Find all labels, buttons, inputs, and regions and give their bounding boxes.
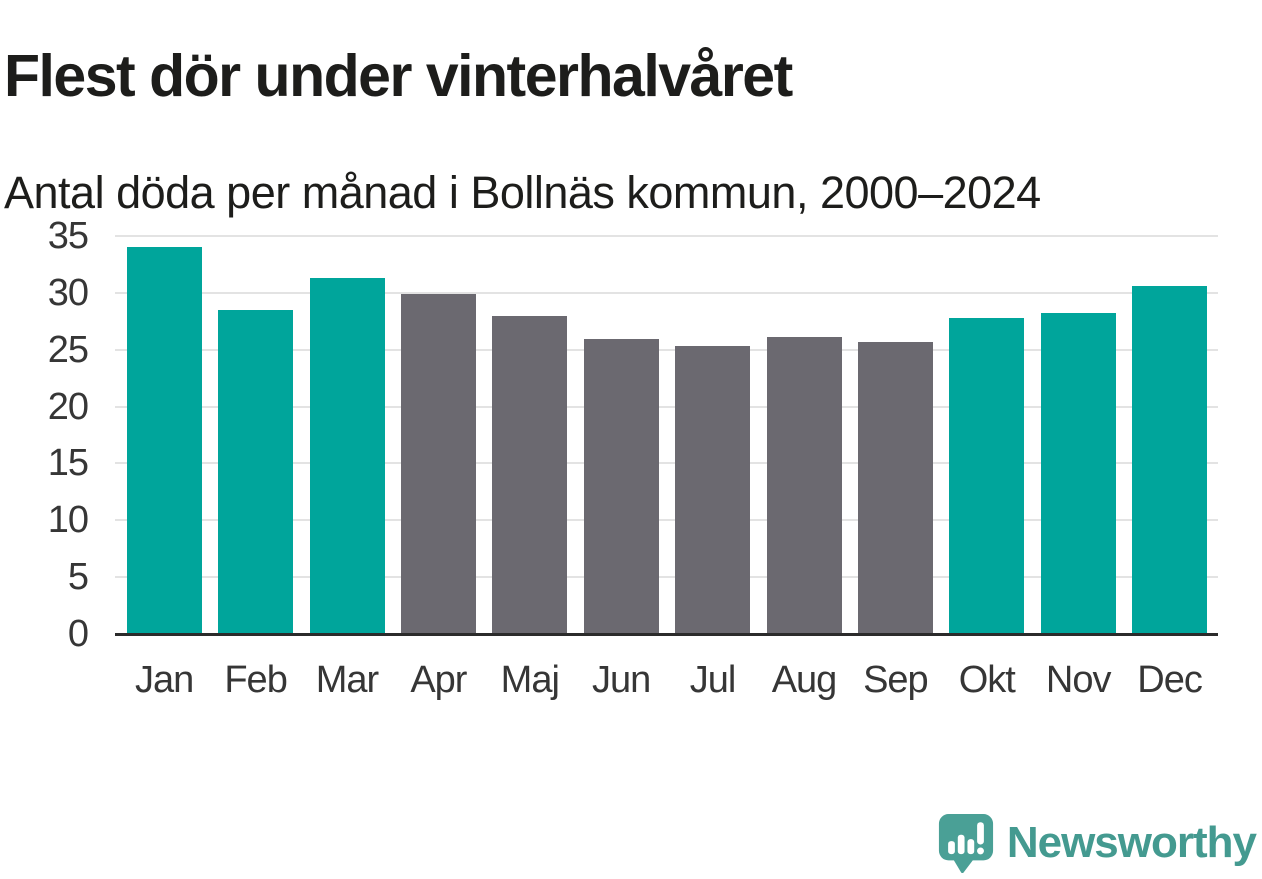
bar-dec — [1132, 286, 1208, 634]
x-tick-label-jan: Jan — [135, 659, 194, 701]
gridline-5 — [115, 576, 1218, 579]
x-tick-label-mar: Mar — [315, 659, 379, 701]
y-tick-label-0: 0 — [67, 613, 89, 655]
x-tick-label-jul: Jul — [689, 659, 737, 701]
bar-nov — [1040, 313, 1116, 634]
gridline-15 — [115, 462, 1218, 465]
y-tick-label-15: 15 — [47, 442, 89, 485]
gridline-35 — [115, 235, 1218, 237]
x-tick-label-dec: Dec — [1137, 659, 1203, 701]
bar-aug — [766, 337, 842, 634]
y-tick-label-35: 35 — [47, 215, 89, 257]
x-tick-label-sep: Sep — [863, 659, 929, 701]
bar-apr — [400, 293, 476, 634]
x-tick-label-aug: Aug — [771, 659, 838, 701]
x-axis-line — [115, 633, 1218, 636]
bar-sep — [857, 341, 933, 634]
x-tick-label-feb: Feb — [224, 659, 287, 701]
bar-jul — [675, 346, 751, 634]
gridline-25 — [115, 348, 1218, 351]
x-tick-label-jun: Jun — [592, 659, 651, 701]
y-tick-label-30: 30 — [47, 271, 89, 314]
x-tick-label-nov: Nov — [1045, 659, 1112, 701]
y-tick-label-25: 25 — [47, 328, 89, 371]
bar-mar — [309, 278, 385, 634]
x-tick-label-maj: Maj — [500, 659, 560, 701]
gridline-10 — [115, 519, 1218, 522]
chart-title: Flest dör under vinterhalvåret — [4, 42, 793, 109]
brand-name: Newsworthy — [1006, 818, 1257, 867]
gridline-20 — [115, 405, 1218, 408]
x-tick-label-apr: Apr — [410, 659, 467, 701]
bar-maj — [492, 315, 568, 634]
y-tick-label-20: 20 — [47, 385, 89, 428]
newsworthy-speech-bubble-bar-chart-icon — [938, 814, 993, 873]
chart-subtitle: Antal döda per månad i Bollnäs kommun, 2… — [4, 167, 1041, 219]
bar-jun — [583, 339, 659, 634]
bar-feb — [218, 309, 294, 634]
y-tick-label-10: 10 — [47, 499, 89, 542]
x-tick-label-okt: Okt — [958, 659, 1016, 701]
bar-jan — [126, 247, 202, 634]
bar-okt — [949, 317, 1025, 634]
y-tick-label-5: 5 — [67, 556, 89, 599]
newsworthy-logo: Newsworthy — [937, 813, 1257, 873]
gridline-30 — [115, 291, 1218, 294]
